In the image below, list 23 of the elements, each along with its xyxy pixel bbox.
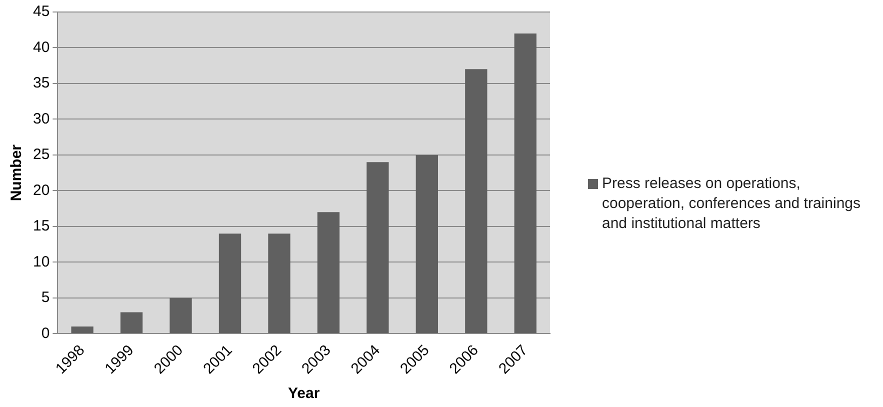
y-tick-label: 0 [41,324,50,342]
y-tick-label: 20 [32,182,50,199]
bar [268,234,290,334]
bar [416,154,438,334]
bar [71,326,94,334]
bar [317,212,340,334]
bar [120,312,143,334]
y-tick-label: 35 [32,74,50,92]
y-tick-label: 40 [32,38,50,56]
y-tick-label: 15 [32,218,50,235]
bar [218,234,242,334]
y-tick-label: 30 [32,110,50,128]
y-tick-label: 45 [32,3,50,20]
bar [465,69,488,334]
y-tick-label: 10 [32,253,50,270]
y-tick-label: 5 [41,289,50,306]
x-axis-title: Year [288,385,320,402]
bar [366,162,389,334]
y-tick-label: 25 [32,146,50,164]
legend-label: Press releases on operations, cooperation, conferences and trainings and institutional matters [602,174,862,234]
y-axis-title: Number [8,144,26,202]
bar [170,298,192,334]
bar [514,33,536,334]
